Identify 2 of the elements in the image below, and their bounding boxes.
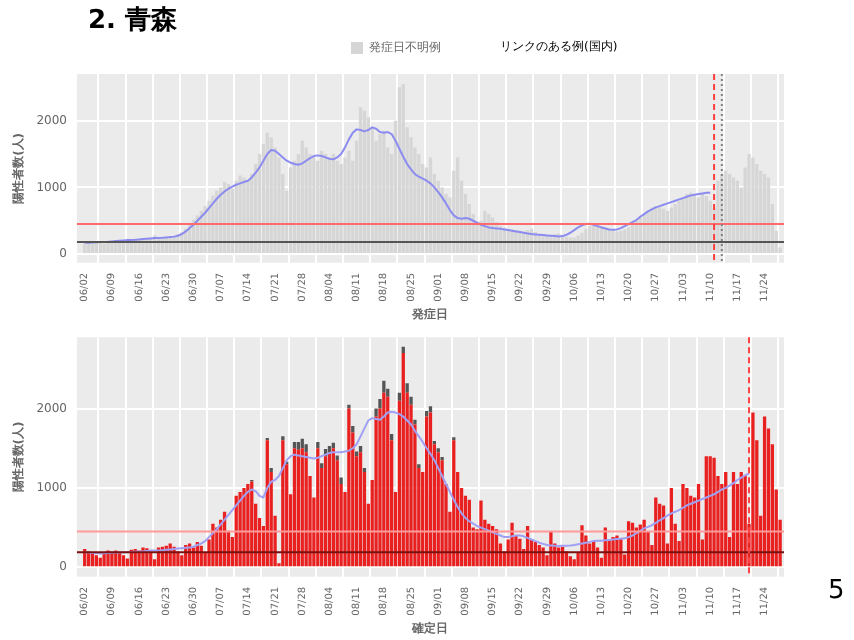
chart-title: 2. 青森 [88,4,178,38]
text: 5 [828,576,845,606]
